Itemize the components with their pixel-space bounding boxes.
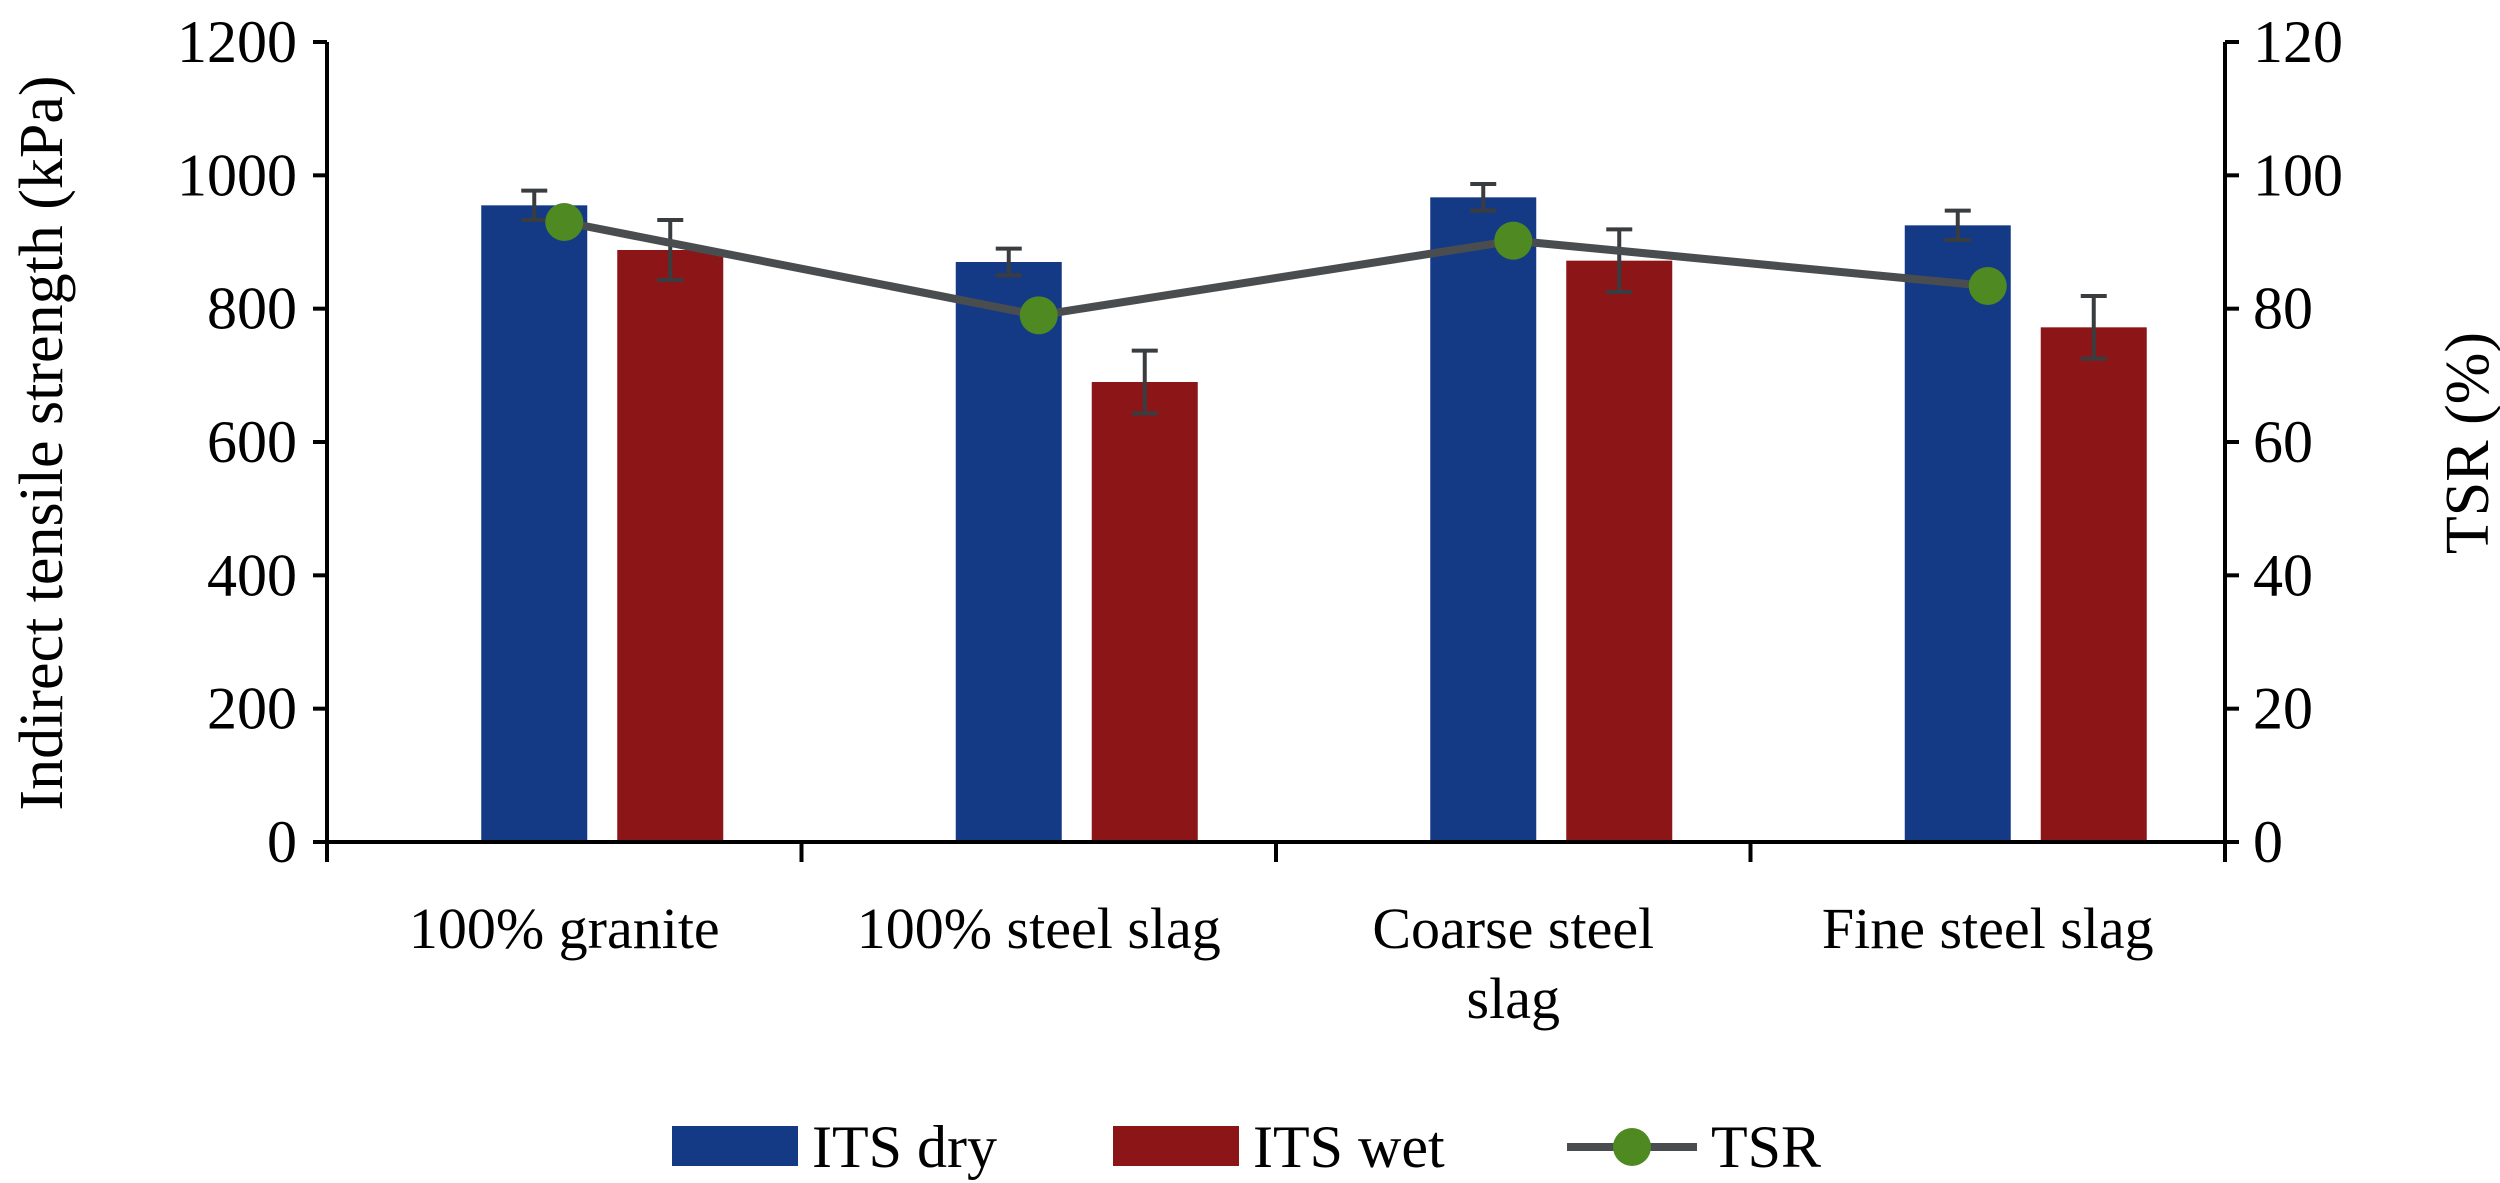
category-label-3: Fine steel slag <box>1822 896 2154 961</box>
left-tick-label: 200 <box>207 676 297 742</box>
error-bars <box>521 182 2107 416</box>
right-tick-label: 120 <box>2253 9 2343 75</box>
tsr-series-line <box>563 218 1989 320</box>
category-label-line: Fine steel slag <box>1822 896 2154 961</box>
legend-label: ITS wet <box>1253 1114 1445 1180</box>
legend-marker <box>1613 1128 1651 1166</box>
error-bar <box>657 218 684 282</box>
category-label-2: Coarse steel slag <box>1372 896 1654 1031</box>
category-label-line: Coarse steel <box>1372 896 1654 961</box>
right-tick-label: 20 <box>2253 676 2313 742</box>
error-bar <box>521 188 548 222</box>
category-label-line: slag <box>1467 966 1560 1031</box>
left-tick-label: 1200 <box>177 9 297 75</box>
tsr-line <box>545 203 2007 335</box>
category-label-line: 100% granite <box>409 896 720 961</box>
bar-its-dry-3 <box>1904 225 2011 843</box>
legend-item-its-dry: ITS dry <box>672 1114 997 1180</box>
error-bar <box>1606 227 1633 294</box>
right-tick-label: 100 <box>2253 142 2343 208</box>
left-tick-label: 400 <box>207 542 297 608</box>
category-label-line: 100% steel slag <box>857 896 1221 961</box>
legend: ITS dry ITS wet TSR <box>672 1114 1821 1180</box>
bars <box>481 197 2147 843</box>
y2-axis-title: TSR (%) <box>2434 332 2500 554</box>
bar-its-wet-0 <box>617 250 724 842</box>
error-bar <box>2080 294 2107 361</box>
tsr-point-3 <box>1968 267 2007 305</box>
legend-label: ITS dry <box>812 1114 997 1180</box>
category-label-1: 100% steel slag <box>857 896 1221 961</box>
left-tick-label: 800 <box>207 276 297 342</box>
bar-its-wet-1 <box>1091 382 1198 842</box>
error-bar <box>1944 208 1971 242</box>
bar-its-dry-2 <box>1430 197 1537 843</box>
legend-label: TSR <box>1711 1114 1821 1180</box>
right-tick-label: 40 <box>2253 542 2313 608</box>
error-bar <box>1131 348 1158 416</box>
right-tick-label: 0 <box>2253 809 2283 875</box>
error-bar <box>995 246 1022 278</box>
right-tick-label: 80 <box>2253 276 2313 342</box>
bar-its-dry-1 <box>955 262 1062 842</box>
error-bar <box>1470 182 1497 213</box>
tsr-point-2 <box>1494 221 1533 260</box>
bar-its-wet-2 <box>1566 260 1673 843</box>
left-tick-label: 600 <box>207 409 297 475</box>
category-label-0: 100% granite <box>409 896 720 961</box>
bar-its-dry-0 <box>481 205 588 843</box>
tsr-point-0 <box>545 203 584 241</box>
left-tick-label: 0 <box>267 809 297 875</box>
axes: 0 200 400 600 800 1000 1200 0 20 40 60 80 100 120 100%… <box>8 9 2500 1031</box>
legend-swatch <box>1113 1126 1239 1166</box>
bar-its-wet-3 <box>2040 327 2147 842</box>
right-tick-label: 60 <box>2253 409 2313 475</box>
legend-item-its-wet: ITS wet <box>1113 1114 1445 1180</box>
tsr-point-1 <box>1019 296 1058 335</box>
legend-item-tsr: TSR <box>1567 1114 1821 1180</box>
legend-swatch <box>672 1126 798 1166</box>
y-axis-title: Indirect tensile strength (kPa) <box>8 75 76 810</box>
left-tick-label: 1000 <box>177 142 297 208</box>
